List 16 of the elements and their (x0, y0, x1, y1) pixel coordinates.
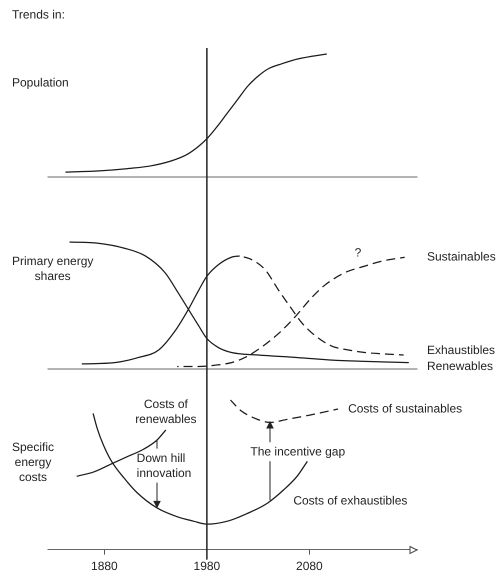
series-label: Renewables (427, 359, 494, 374)
annotation: The incentive gap (250, 444, 346, 458)
annotation: Down hill innovation (136, 450, 192, 480)
series-label: Costs of sustainables (348, 401, 462, 416)
series-label: Exhaustibles (427, 343, 496, 358)
x-tick-label: 1880 (91, 559, 118, 574)
series-label: Costs of exhaustibles (293, 494, 408, 508)
y-axis-title: Population (12, 76, 69, 90)
x-tick-label: 1980 (194, 559, 221, 574)
y-axis-title: Specific energy costs (12, 440, 54, 484)
series-label: Costs of renewables (135, 396, 197, 426)
chart-title: Trends in: (12, 7, 65, 22)
x-tick-label: 2080 (296, 559, 324, 574)
series-label: Sustainables (427, 250, 496, 264)
y-axis-title: Primary energy shares (12, 254, 94, 283)
annotation: ? (354, 246, 362, 260)
